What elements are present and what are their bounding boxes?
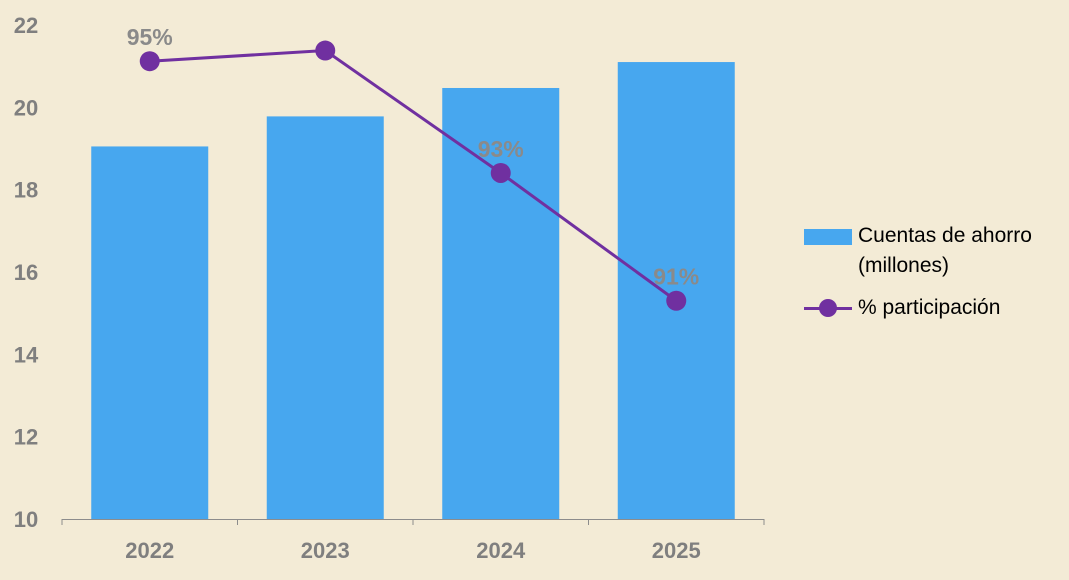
y-tick-label-20: 20	[14, 95, 38, 120]
bar-2025	[617, 62, 735, 520]
data-label-2024: 93%	[478, 136, 524, 162]
legend-label-participacion: % participación	[858, 296, 1001, 319]
x-tick-label-2022: 2022	[125, 538, 174, 563]
legend-swatch-bar	[804, 229, 852, 245]
marker-2022	[139, 51, 160, 72]
bar-2022	[91, 146, 209, 520]
marker-2025	[666, 290, 687, 311]
y-tick-label-16: 16	[14, 260, 38, 285]
participation-line	[149, 49, 678, 302]
y-tick-label-18: 18	[14, 178, 38, 203]
x-tick-label-2025: 2025	[652, 538, 701, 563]
y-tick-label-14: 14	[14, 342, 39, 367]
legend-label-cuentas: Cuentas de ahorro (millones)	[858, 224, 1032, 277]
legend-item-participacion: % participación	[804, 293, 1058, 323]
marker-2024	[490, 162, 511, 183]
marker-2023	[315, 40, 336, 61]
line-series: 95% 93% 91%	[127, 24, 699, 311]
data-label-2025: 91%	[653, 264, 699, 290]
y-tick-label-22: 22	[14, 13, 38, 38]
bar-series	[91, 62, 735, 520]
bar-2023	[266, 116, 384, 519]
y-tick-label-12: 12	[14, 425, 38, 450]
y-tick-label-10: 10	[14, 507, 38, 532]
legend-swatch-line	[804, 293, 852, 323]
x-tick-label-2023: 2023	[301, 538, 350, 563]
legend-item-cuentas: Cuentas de ahorro (millones)	[804, 222, 1058, 281]
legend: Cuentas de ahorro (millones) % participa…	[804, 222, 1058, 335]
x-tick-label-2024: 2024	[476, 538, 526, 563]
bar-2024	[442, 87, 560, 520]
data-label-2022: 95%	[127, 24, 173, 50]
